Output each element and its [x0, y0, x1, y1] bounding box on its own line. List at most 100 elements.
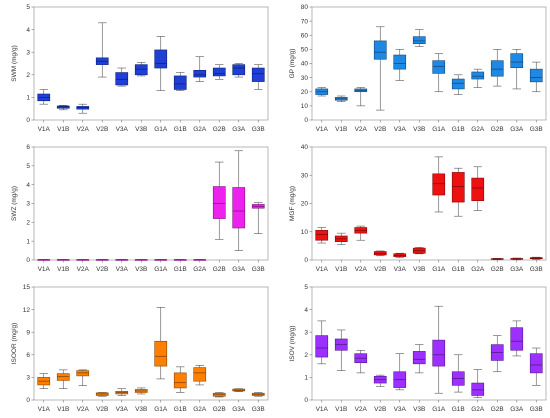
box-v1b	[56, 369, 70, 389]
x-tick-label: V2A	[77, 126, 90, 133]
x-tick-label: G2A	[193, 126, 207, 133]
box-iqr	[412, 351, 426, 365]
x-tick-label: G3B	[530, 126, 543, 133]
box-g3a	[510, 49, 524, 90]
x-tick-label: G3B	[252, 406, 265, 413]
box-iqr	[393, 54, 407, 70]
box-g3b	[251, 392, 265, 397]
box-g2b	[212, 392, 226, 398]
x-tick-label: G1A	[154, 126, 168, 133]
plot-frame	[311, 146, 547, 261]
box-v1b	[334, 232, 348, 245]
box-v3b	[412, 344, 426, 374]
box-iqr	[193, 69, 207, 78]
box-iqr	[134, 64, 148, 76]
box-iqr	[451, 78, 465, 90]
box-g2a	[193, 56, 207, 82]
x-tick-label: G1B	[452, 406, 465, 413]
box-iqr	[115, 72, 129, 86]
box-g1a	[432, 305, 446, 394]
box-iqr	[432, 173, 446, 196]
box-v1b	[334, 329, 348, 371]
box-iqr	[490, 60, 504, 77]
x-tick-label: V2A	[355, 266, 368, 273]
box-v2b	[95, 22, 109, 78]
box-iqr	[451, 172, 465, 203]
y-tick-label: 40	[301, 144, 309, 151]
box-iqr	[471, 177, 485, 201]
plot-frame	[33, 6, 269, 121]
box-g3b	[529, 347, 543, 386]
box-iqr	[212, 186, 226, 219]
box-g3a	[510, 257, 524, 261]
y-tick-label: 2	[26, 220, 30, 227]
box-g2b	[490, 49, 504, 87]
y-tick-label: 3	[304, 329, 308, 336]
chart-swz: 0 1 2 3 4 5 6 SWZ (mg/g) V1A V1B V2A V2B V3A V3B G1A G1…	[11, 144, 269, 273]
x-tick-label: V3A	[116, 406, 129, 413]
box-v2a	[354, 87, 368, 107]
box-iqr	[315, 335, 329, 358]
box-v3a	[115, 259, 129, 261]
box-g1a	[432, 156, 446, 213]
y-tick-label: 30	[301, 172, 309, 179]
y-tick-label: 0	[26, 117, 30, 124]
x-tick-label: V3A	[116, 126, 129, 133]
x-tick-label: G1B	[452, 126, 465, 133]
box-g3a	[232, 63, 246, 78]
box-v2a	[354, 225, 368, 241]
x-tick-label: V3A	[116, 266, 129, 273]
box-g2a	[471, 166, 485, 211]
y-tick-label: 0	[26, 257, 30, 264]
box-iqr	[173, 372, 187, 389]
x-tick-label: V2B	[96, 406, 108, 413]
y-axis-title: GP (mg/g)	[289, 49, 296, 79]
box-v3b	[134, 387, 148, 395]
y-tick-label: 0	[26, 397, 30, 404]
box-v2a	[76, 369, 90, 386]
y-tick-label: 9	[26, 329, 30, 336]
box-g3b	[529, 256, 543, 260]
box-g1b	[451, 354, 465, 393]
y-tick-label: 4	[304, 307, 308, 314]
x-tick-label: V3A	[394, 266, 407, 273]
box-g1a	[432, 53, 446, 93]
x-tick-label: V3B	[413, 406, 425, 413]
x-tick-label: V3B	[413, 266, 425, 273]
chart-isov: 0 1 2 3 4 5 ISOV (mg/g) V1A V1B V2A V2B V3A V3B G1A G1…	[289, 284, 547, 413]
x-tick-label: V2B	[96, 266, 108, 273]
y-axis-title: ISOOR (mg/g)	[11, 323, 18, 365]
box-iqr	[193, 367, 207, 382]
chart-swm: 0 1 2 3 4 5 SWM (mg/g) V1A V1B V2A V2B V3A V3B G1A G1B…	[11, 4, 269, 133]
box-iqr	[373, 40, 387, 60]
box-v3b	[412, 246, 426, 255]
chart-isoor: 0 3 6 9 12 15 ISOOR (mg/g) V1A V1B V2A V2B V3A V3B G1…	[11, 284, 269, 413]
x-tick-label: G3A	[232, 406, 246, 413]
y-tick-label: 80	[301, 4, 309, 11]
box-v2b	[95, 392, 109, 397]
x-tick-label: V1A	[38, 266, 51, 273]
panel-isoor: 0 3 6 9 12 15 ISOOR (mg/g) V1A V1B V2A V2B V3A V3B G1…	[0, 280, 272, 418]
box-v2a	[76, 103, 90, 114]
panel-swz: 0 1 2 3 4 5 6 SWZ (mg/g) V1A V1B V2A V2B V3A V3B G1A G1…	[0, 140, 272, 278]
y-tick-label: 20	[301, 201, 309, 208]
y-tick-label: 1	[26, 238, 30, 245]
box-v3a	[393, 49, 407, 81]
box-g3b	[251, 64, 265, 90]
box-g2b	[212, 64, 226, 80]
y-axis-title: ISOV (mg/g)	[289, 325, 296, 361]
box-g2b	[212, 161, 226, 240]
x-tick-label: G2B	[491, 406, 504, 413]
x-tick-label: G1A	[154, 406, 168, 413]
box-g1b	[173, 366, 187, 393]
x-tick-label: G1A	[432, 126, 446, 133]
y-tick-label: 4	[26, 27, 30, 34]
x-tick-label: G1A	[432, 406, 446, 413]
x-tick-label: V1B	[57, 406, 69, 413]
y-tick-label: 50	[301, 47, 309, 54]
x-tick-label: V2B	[374, 406, 386, 413]
panel-isov: 0 1 2 3 4 5 ISOV (mg/g) V1A V1B V2A V2B V3A V3B G1A G1…	[278, 280, 550, 418]
x-tick-label: V2B	[374, 266, 386, 273]
box-iqr	[510, 327, 524, 351]
box-iqr	[232, 187, 246, 229]
